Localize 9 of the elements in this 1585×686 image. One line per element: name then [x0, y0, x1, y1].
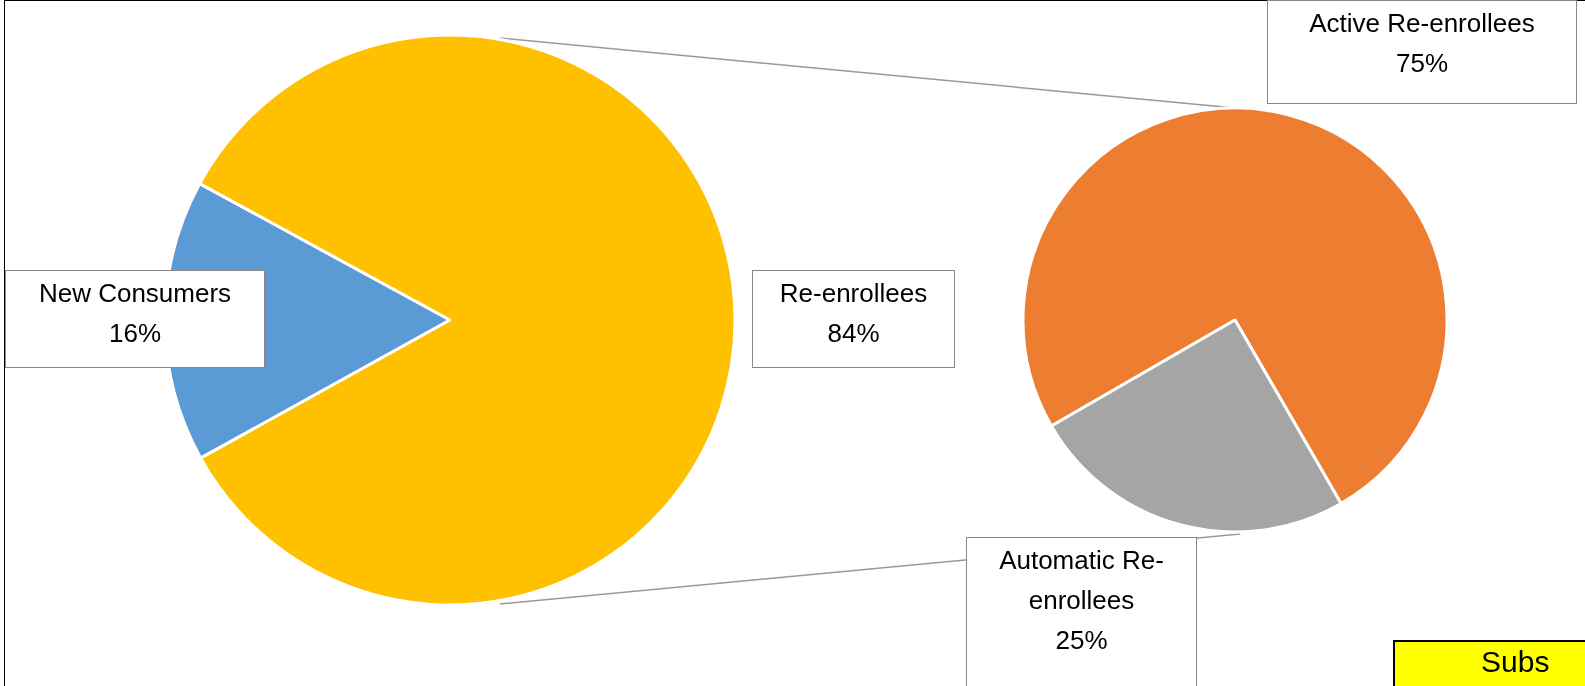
text: Subs	[1393, 640, 1585, 686]
slice-label: Re-enrollees	[778, 277, 929, 310]
data-label: 25%	[1054, 624, 1109, 657]
data-label: 75%	[1394, 47, 1449, 80]
slice-label: New Consumers	[37, 277, 233, 310]
slice-label: Active Re-enrollees	[1308, 7, 1536, 40]
slice-label: Automatic Re-enrollees	[998, 544, 1165, 617]
data-label: 16%	[107, 317, 162, 350]
data-label: 84%	[826, 317, 881, 350]
